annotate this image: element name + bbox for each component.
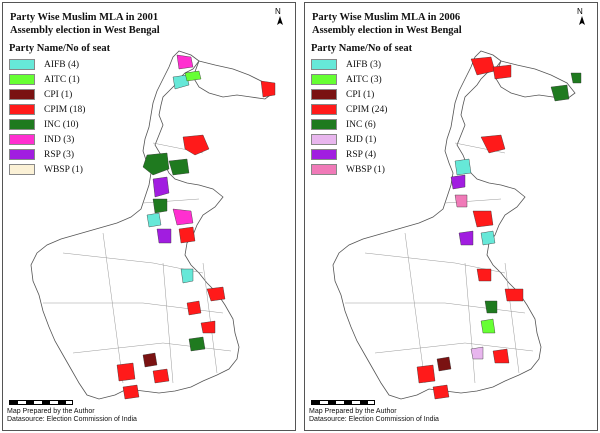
region-cpim: [122, 384, 140, 400]
west-bengal-map-2001: [30, 50, 276, 400]
region-cpim: [492, 64, 512, 80]
region-cpim: [200, 320, 216, 334]
legend-item-inc: INC (6): [311, 117, 412, 132]
region-cpim: [260, 80, 276, 98]
region-cpim: [206, 286, 226, 302]
region-cpi: [436, 356, 452, 372]
legend-swatch: [9, 149, 35, 160]
legend-swatch: [311, 164, 337, 175]
legend-swatch: [9, 104, 35, 115]
region-cpim: [480, 134, 506, 154]
legend-item-wbsp: WBSP (1): [9, 162, 110, 177]
region-aifb: [172, 74, 190, 90]
region-wbsp: [454, 194, 468, 208]
legend-item-wbsp: WBSP (1): [311, 162, 412, 177]
map-credit: Map Prepared by the Author Datasource: E…: [309, 408, 439, 423]
region-inc: [142, 152, 170, 176]
scale-bar: [9, 395, 89, 405]
region-aifb: [480, 230, 496, 246]
region-rsp: [458, 230, 474, 246]
region-cpim: [116, 362, 136, 382]
region-inc: [484, 300, 498, 314]
region-rsp: [156, 228, 172, 244]
legend-item-aitc: AITC (1): [9, 72, 110, 87]
region-cpim: [492, 348, 510, 364]
region-cpim: [432, 384, 450, 400]
map-legend: Party Name/No of seat AIFB (3) AITC (3) …: [311, 43, 412, 177]
region-cpim: [152, 368, 170, 384]
region-cpim: [186, 300, 202, 316]
legend-swatch: [9, 59, 35, 70]
legend-swatch: [311, 149, 337, 160]
legend-item-aifb: AIFB (4): [9, 57, 110, 72]
legend-item-cpim: CPIM (18): [9, 102, 110, 117]
legend-swatch: [9, 119, 35, 130]
region-rsp: [450, 174, 466, 190]
region-cpim: [182, 134, 210, 156]
map-panel-2006: Party Wise Muslim MLA in 2006 Assembly e…: [304, 2, 598, 431]
region-inc: [550, 84, 570, 102]
legend-item-inc: INC (10): [9, 117, 110, 132]
legend-swatch: [311, 119, 337, 130]
region-aitc: [184, 70, 202, 82]
legend-item-rjd: RJD (1): [311, 132, 412, 147]
legend-swatch: [311, 89, 337, 100]
legend-swatch: [9, 74, 35, 85]
region-inc: [168, 158, 190, 176]
map-panel-2001: Party Wise Muslim MLA in 2001 Assembly e…: [2, 2, 296, 431]
legend-item-cpim: CPIM (24): [311, 102, 412, 117]
map-title: Party Wise Muslim MLA in 2001 Assembly e…: [10, 12, 160, 36]
legend-title: Party Name/No of seat: [311, 43, 413, 54]
region-cpim: [476, 268, 492, 282]
west-bengal-map-2006: [332, 50, 582, 400]
region-aifb: [180, 268, 194, 284]
legend-swatch: [9, 89, 35, 100]
legend-swatch: [311, 74, 337, 85]
region-inc: [188, 336, 206, 352]
legend-item-aifb: AIFB (3): [311, 57, 412, 72]
legend-item-cpi: CPI (1): [311, 87, 412, 102]
region-aifb: [454, 158, 472, 176]
legend-item-ind: IND (3): [9, 132, 110, 147]
legend-swatch: [311, 59, 337, 70]
north-arrow-icon: N: [273, 7, 287, 27]
map-legend: Party Name/No of seat AIFB (4) AITC (1) …: [9, 43, 110, 177]
region-aifb: [146, 212, 162, 228]
region-cpim: [178, 226, 196, 244]
legend-title: Party Name/No of seat: [9, 43, 111, 54]
legend-item-rsp: RSP (4): [311, 147, 412, 162]
scale-bar: [311, 395, 391, 405]
region-inc: [570, 72, 582, 84]
region-rjd: [470, 346, 484, 360]
region-aitc: [480, 318, 496, 334]
legend-swatch: [311, 104, 337, 115]
region-ind: [176, 54, 194, 70]
region-ind: [172, 208, 194, 226]
region-cpim: [504, 288, 524, 302]
legend-swatch: [9, 164, 35, 175]
legend-item-cpi: CPI (1): [9, 87, 110, 102]
north-arrow-icon: N: [575, 7, 589, 27]
region-inc: [152, 198, 168, 214]
legend-item-rsp: RSP (3): [9, 147, 110, 162]
region-rsp: [152, 176, 170, 198]
legend-item-aitc: AITC (3): [311, 72, 412, 87]
legend-swatch: [9, 134, 35, 145]
map-title: Party Wise Muslim MLA in 2006 Assembly e…: [312, 12, 462, 36]
region-cpi: [142, 352, 158, 368]
legend-swatch: [311, 134, 337, 145]
map-credit: Map Prepared by the Author Datasource: E…: [7, 408, 137, 423]
region-cpim: [472, 210, 494, 228]
region-cpim: [416, 364, 436, 384]
